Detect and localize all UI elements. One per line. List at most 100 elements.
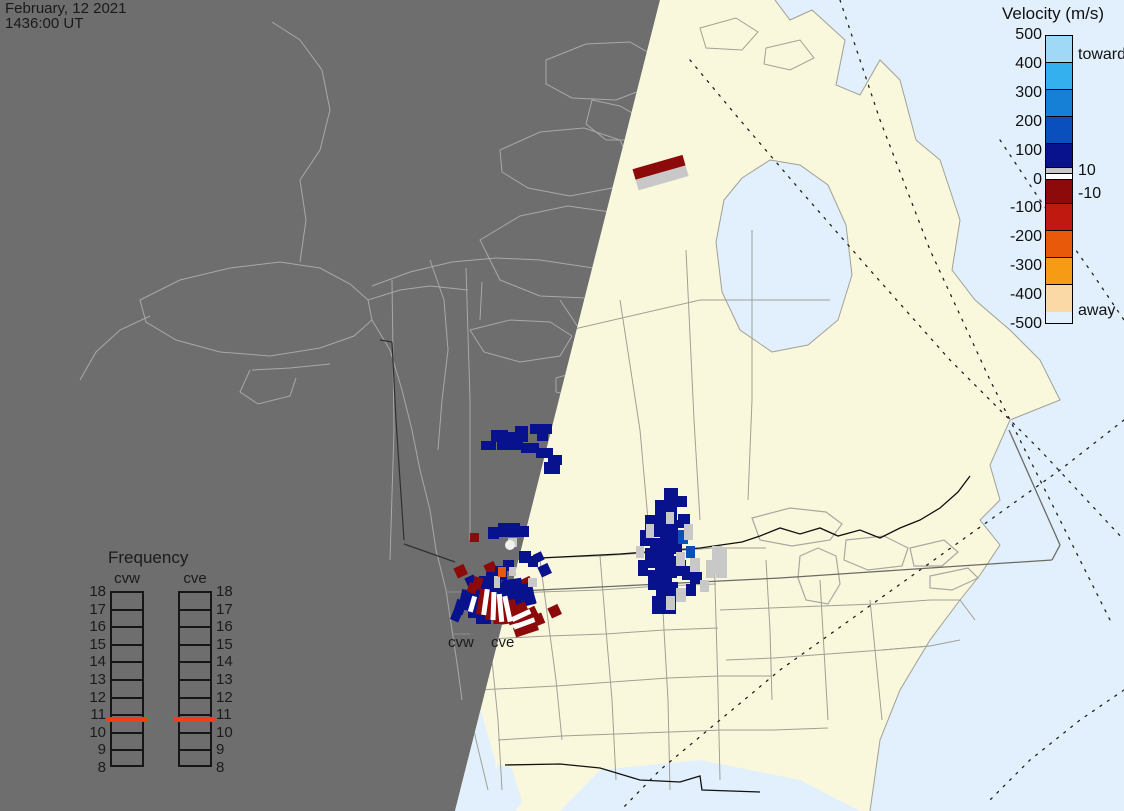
frequency-segment xyxy=(112,646,142,664)
velocity-ground-lower-label: -10 xyxy=(1078,185,1102,202)
frequency-tick-11: 11 xyxy=(90,706,106,724)
frequency-segment xyxy=(112,716,142,734)
frequency-segment xyxy=(112,663,142,681)
frequency-segment xyxy=(112,681,142,699)
frequency-scale-box-cve xyxy=(178,591,212,767)
velocity-swatch-5 xyxy=(1046,168,1072,175)
velocity-swatch-10 xyxy=(1046,257,1072,285)
frequency-segment xyxy=(112,593,142,611)
velocity-colorbar: Velocity (m/s) 500 400 300 200 100 0 -100 -200 -… xyxy=(984,2,1124,332)
frequency-tick-15: 15 xyxy=(89,635,106,653)
frequency-legend: Frequency cvw 18 17 16 15 14 13 12 11 10 9 8 cve 18 1… xyxy=(88,548,248,786)
velocity-swatch-7 xyxy=(1046,179,1072,204)
velocity-scatter xyxy=(449,154,727,638)
timestamp-time: 1436:00 UT xyxy=(5,15,84,32)
frequency-segment xyxy=(180,699,210,717)
velocity-tick-300: 300 xyxy=(1015,83,1042,101)
frequency-segment xyxy=(112,734,142,752)
hudson-bay xyxy=(715,159,853,353)
arctic-islands-day xyxy=(699,17,815,71)
frequency-scale-numbers-cvw: 18 17 16 15 14 13 12 11 10 9 8 xyxy=(84,584,106,775)
frequency-marker-cve xyxy=(174,717,216,723)
velocity-tick-200: 200 xyxy=(1015,112,1042,130)
frequency-tick-18: 18 xyxy=(216,583,233,600)
frequency-segment xyxy=(112,628,142,646)
velocity-colorbar-title: Velocity (m/s) xyxy=(1002,4,1105,23)
frequency-tick-9: 9 xyxy=(216,741,225,759)
velocity-toward-label: toward xyxy=(1078,46,1124,63)
frequency-tick-10: 10 xyxy=(216,723,233,741)
frequency-tick-17: 17 xyxy=(216,600,233,618)
velocity-tick-500: 500 xyxy=(1015,26,1042,43)
scatter-patch-north xyxy=(632,154,689,191)
frequency-tick-14: 14 xyxy=(216,653,233,671)
velocity-swatch-4 xyxy=(1046,144,1072,169)
frequency-segment xyxy=(180,628,210,646)
frequency-tick-13: 13 xyxy=(216,671,233,688)
frequency-tick-12: 12 xyxy=(89,688,106,706)
frequency-tick-8: 8 xyxy=(97,759,106,776)
velocity-tick--400: -400 xyxy=(1009,286,1042,304)
velocity-swatch-1 xyxy=(1046,63,1072,91)
frequency-tick-17: 17 xyxy=(89,600,106,618)
frequency-tick-10: 10 xyxy=(89,723,106,741)
scatter-grey-isolated xyxy=(716,548,727,578)
frequency-tick-13: 13 xyxy=(89,671,106,688)
velocity-tick-0: 0 xyxy=(1033,170,1042,188)
velocity-tick-100: 100 xyxy=(1015,141,1042,159)
velocity-ground-upper-label: 10 xyxy=(1078,162,1096,179)
velocity-colorbar-swatches xyxy=(1045,35,1073,324)
fov-boundary-day xyxy=(459,429,1061,595)
frequency-column-label-cvw: cvw xyxy=(114,570,140,587)
frequency-tick-18: 18 xyxy=(89,583,106,600)
velocity-swatch-8 xyxy=(1046,203,1072,231)
velocity-tick--300: -300 xyxy=(1009,257,1042,275)
frequency-segment xyxy=(180,734,210,752)
timestamp-date: February, 12 2021 xyxy=(5,0,127,17)
velocity-tick--200: -200 xyxy=(1009,228,1042,246)
magnetic-grid-day xyxy=(619,0,1124,811)
frequency-tick-12: 12 xyxy=(216,688,233,706)
velocity-swatch-0 xyxy=(1046,36,1072,64)
frequency-segment xyxy=(112,699,142,717)
frequency-segment xyxy=(180,611,210,629)
frequency-tick-15: 15 xyxy=(216,635,233,653)
velocity-tick--500: -500 xyxy=(1009,315,1042,332)
timestamp-block: February, 12 2021 1436:00 UT xyxy=(5,1,126,31)
velocity-tick-400: 400 xyxy=(1015,54,1042,72)
scatter-patch-bc xyxy=(481,424,562,474)
scatter-white-dot xyxy=(505,540,515,550)
velocity-away-label: away xyxy=(1078,302,1116,319)
frequency-tick-14: 14 xyxy=(89,653,106,671)
frequency-tick-16: 16 xyxy=(216,618,233,636)
frequency-tick-11: 11 xyxy=(216,706,232,724)
frequency-segment xyxy=(180,663,210,681)
scatter-orange-cell xyxy=(498,567,506,577)
frequency-segment xyxy=(180,593,210,611)
gulf-of-mexico xyxy=(560,760,860,811)
scatter-patch-dakotas-blue2 xyxy=(678,530,695,558)
frequency-segment xyxy=(180,716,210,734)
frequency-segment xyxy=(180,751,210,769)
scatter-fan-ground xyxy=(467,567,537,630)
frequency-segment xyxy=(112,611,142,629)
velocity-swatch-6 xyxy=(1046,174,1072,180)
velocity-swatch-11 xyxy=(1046,284,1072,313)
velocity-swatch-3 xyxy=(1046,117,1072,145)
map-station-label-cvw: cvw xyxy=(448,634,474,651)
frequency-tick-9: 9 xyxy=(97,741,106,759)
frequency-scale-box-cvw xyxy=(110,591,144,767)
velocity-swatch-2 xyxy=(1046,90,1072,118)
frequency-scale-numbers-cve: 18 17 16 15 14 13 12 11 10 9 8 xyxy=(216,584,238,775)
frequency-tick-8: 8 xyxy=(216,759,225,776)
frequency-segment xyxy=(112,751,142,769)
frequency-tick-16: 16 xyxy=(89,618,106,636)
velocity-tick--100: -100 xyxy=(1009,199,1042,217)
frequency-segment xyxy=(180,681,210,699)
velocity-swatch-9 xyxy=(1046,230,1072,258)
frequency-marker-cvw xyxy=(106,717,148,723)
frequency-segment xyxy=(180,646,210,664)
frequency-column-label-cve: cve xyxy=(183,570,207,587)
